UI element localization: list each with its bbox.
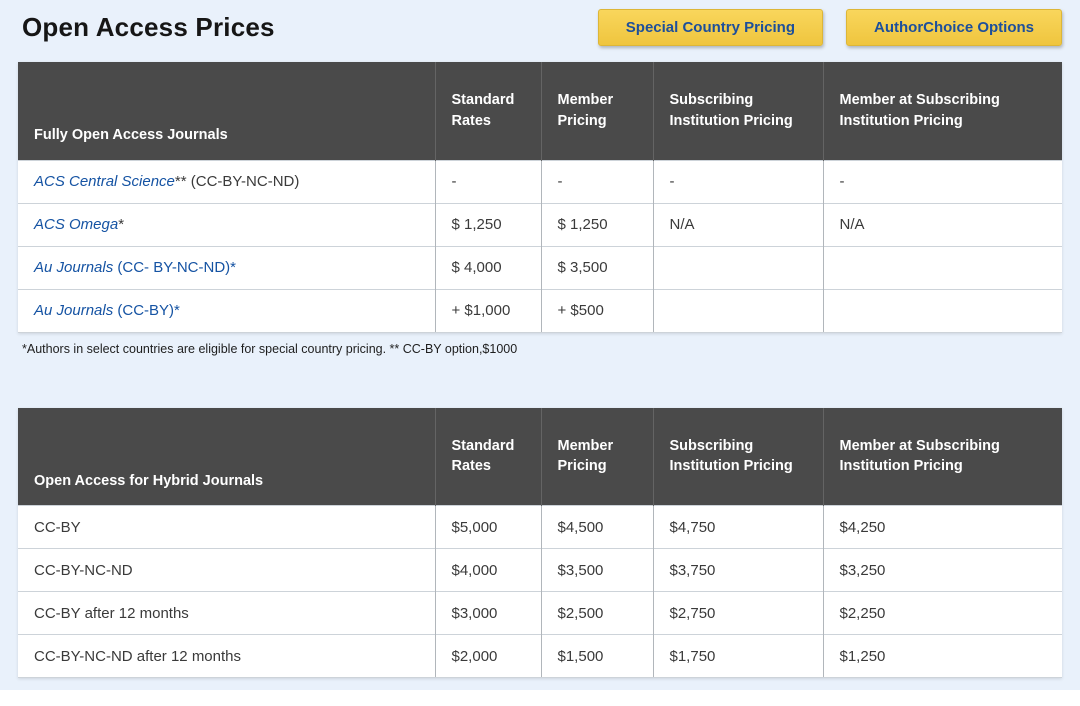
member-subscribing-institution-cell — [823, 288, 1062, 333]
journal-cell: ACS Omega* — [18, 202, 436, 246]
col-header-member-at-subscribing-institution-pricing: Member at Subscribing Institution Pricin… — [823, 62, 1062, 160]
member-subscribing-institution-cell: N/A — [823, 202, 1062, 246]
subscribing-institution-cell: $4,750 — [653, 505, 824, 549]
table-row: Au Journals (CC- BY-NC-ND)* $ 4,000 $ 3,… — [18, 245, 1062, 289]
table1-header-row: Fully Open Access Journals Standard Rate… — [18, 62, 1062, 160]
member-pricing-cell: $4,500 — [541, 505, 654, 549]
table-row: CC-BY-NC-ND after 12 months $2,000 $1,50… — [18, 634, 1062, 678]
member-subscribing-institution-cell: - — [823, 159, 1062, 203]
page-title: Open Access Prices — [22, 11, 275, 42]
member-pricing-cell: $ 3,500 — [541, 245, 654, 289]
subscribing-institution-cell: N/A — [653, 202, 824, 246]
col-header-fully-open-access-journals: Fully Open Access Journals — [18, 62, 436, 160]
journal-link[interactable]: ACS Omega — [34, 216, 119, 233]
member-pricing-cell: $2,500 — [541, 591, 654, 635]
journal-link[interactable]: Au Journals — [34, 259, 114, 276]
member-pricing-cell: - — [541, 159, 654, 203]
standard-rate-cell: $ 1,250 — [435, 202, 542, 246]
license-cell: CC-BY-NC-ND — [18, 548, 436, 592]
journal-cell: Au Journals (CC- BY-NC-ND)* — [18, 245, 436, 289]
standard-rate-cell: $5,000 — [435, 505, 542, 549]
col-header-standard-rates: Standard Rates — [435, 62, 542, 160]
license-cell: CC-BY after 12 months — [18, 591, 436, 635]
table-row: CC-BY $5,000 $4,500 $4,750 $4,250 — [18, 505, 1062, 549]
journal-suffix: * — [118, 216, 125, 233]
authorchoice-options-button[interactable]: AuthorChoice Options — [846, 8, 1062, 46]
subscribing-institution-cell: $1,750 — [653, 634, 824, 678]
member-subscribing-institution-cell: $1,250 — [823, 634, 1062, 678]
journal-cell: ACS Central Science** (CC-BY-NC-ND) — [18, 159, 436, 203]
col-header-subscribing-institution-pricing: Subscribing Institution Pricing — [653, 62, 824, 160]
table2-header-row: Open Access for Hybrid Journals Standard… — [18, 407, 1062, 506]
subscribing-institution-cell: $2,750 — [653, 591, 824, 635]
col-header-member-pricing: Member Pricing — [541, 407, 654, 506]
standard-rate-cell: $4,000 — [435, 548, 542, 592]
subscribing-institution-cell — [653, 288, 824, 333]
table-row: Au Journals (CC-BY)* + $1,000 + $500 — [18, 288, 1062, 333]
standard-rate-cell: + $1,000 — [435, 288, 542, 333]
top-bar: Open Access Prices Special Country Prici… — [18, 0, 1062, 48]
page-background: Open Access Prices Special Country Prici… — [0, 0, 1080, 690]
member-subscribing-institution-cell: $4,250 — [823, 505, 1062, 549]
journal-link[interactable]: Au Journals — [34, 302, 114, 319]
member-subscribing-institution-cell — [823, 245, 1062, 289]
journal-cell: Au Journals (CC-BY)* — [18, 288, 436, 333]
special-country-pricing-button[interactable]: Special Country Pricing — [597, 8, 823, 46]
table-row: ACS Omega* $ 1,250 $ 1,250 N/A N/A — [18, 202, 1062, 246]
standard-rate-cell: $3,000 — [435, 591, 542, 635]
license-cell: CC-BY-NC-ND after 12 months — [18, 634, 436, 678]
subscribing-institution-cell: - — [653, 159, 824, 203]
standard-rate-cell: $2,000 — [435, 634, 542, 678]
journal-suffix: (CC-BY)* — [113, 302, 180, 319]
journal-suffix: ** (CC-BY-NC-ND) — [174, 173, 300, 190]
standard-rate-cell: $ 4,000 — [435, 245, 542, 289]
journal-suffix: (CC- BY-NC-ND)* — [113, 259, 236, 276]
col-header-open-access-hybrid-journals: Open Access for Hybrid Journals — [18, 407, 436, 506]
member-subscribing-institution-cell: $3,250 — [823, 548, 1062, 592]
open-access-hybrid-journals-table: Open Access for Hybrid Journals Standard… — [18, 407, 1062, 678]
subscribing-institution-cell: $3,750 — [653, 548, 824, 592]
fully-open-access-journals-table: Fully Open Access Journals Standard Rate… — [18, 62, 1062, 333]
col-header-standard-rates: Standard Rates — [435, 407, 542, 506]
col-header-member-pricing: Member Pricing — [541, 62, 654, 160]
member-pricing-cell: $1,500 — [541, 634, 654, 678]
license-cell: CC-BY — [18, 505, 436, 549]
col-header-subscribing-institution-pricing: Subscribing Institution Pricing — [653, 407, 824, 506]
table-row: CC-BY-NC-ND $4,000 $3,500 $3,750 $3,250 — [18, 548, 1062, 592]
member-pricing-cell: $ 1,250 — [541, 202, 654, 246]
member-pricing-cell: + $500 — [541, 288, 654, 333]
standard-rate-cell: - — [435, 159, 542, 203]
col-header-member-at-subscribing-institution-pricing: Member at Subscribing Institution Pricin… — [823, 407, 1062, 506]
member-pricing-cell: $3,500 — [541, 548, 654, 592]
action-buttons: Special Country Pricing AuthorChoice Opt… — [597, 8, 1062, 46]
footnote: *Authors in select countries are eligibl… — [22, 341, 518, 356]
subscribing-institution-cell — [653, 245, 824, 289]
member-subscribing-institution-cell: $2,250 — [823, 591, 1062, 635]
table-row: ACS Central Science** (CC-BY-NC-ND) - - … — [18, 159, 1062, 203]
journal-link[interactable]: ACS Central Science — [34, 173, 175, 190]
table-row: CC-BY after 12 months $3,000 $2,500 $2,7… — [18, 591, 1062, 635]
